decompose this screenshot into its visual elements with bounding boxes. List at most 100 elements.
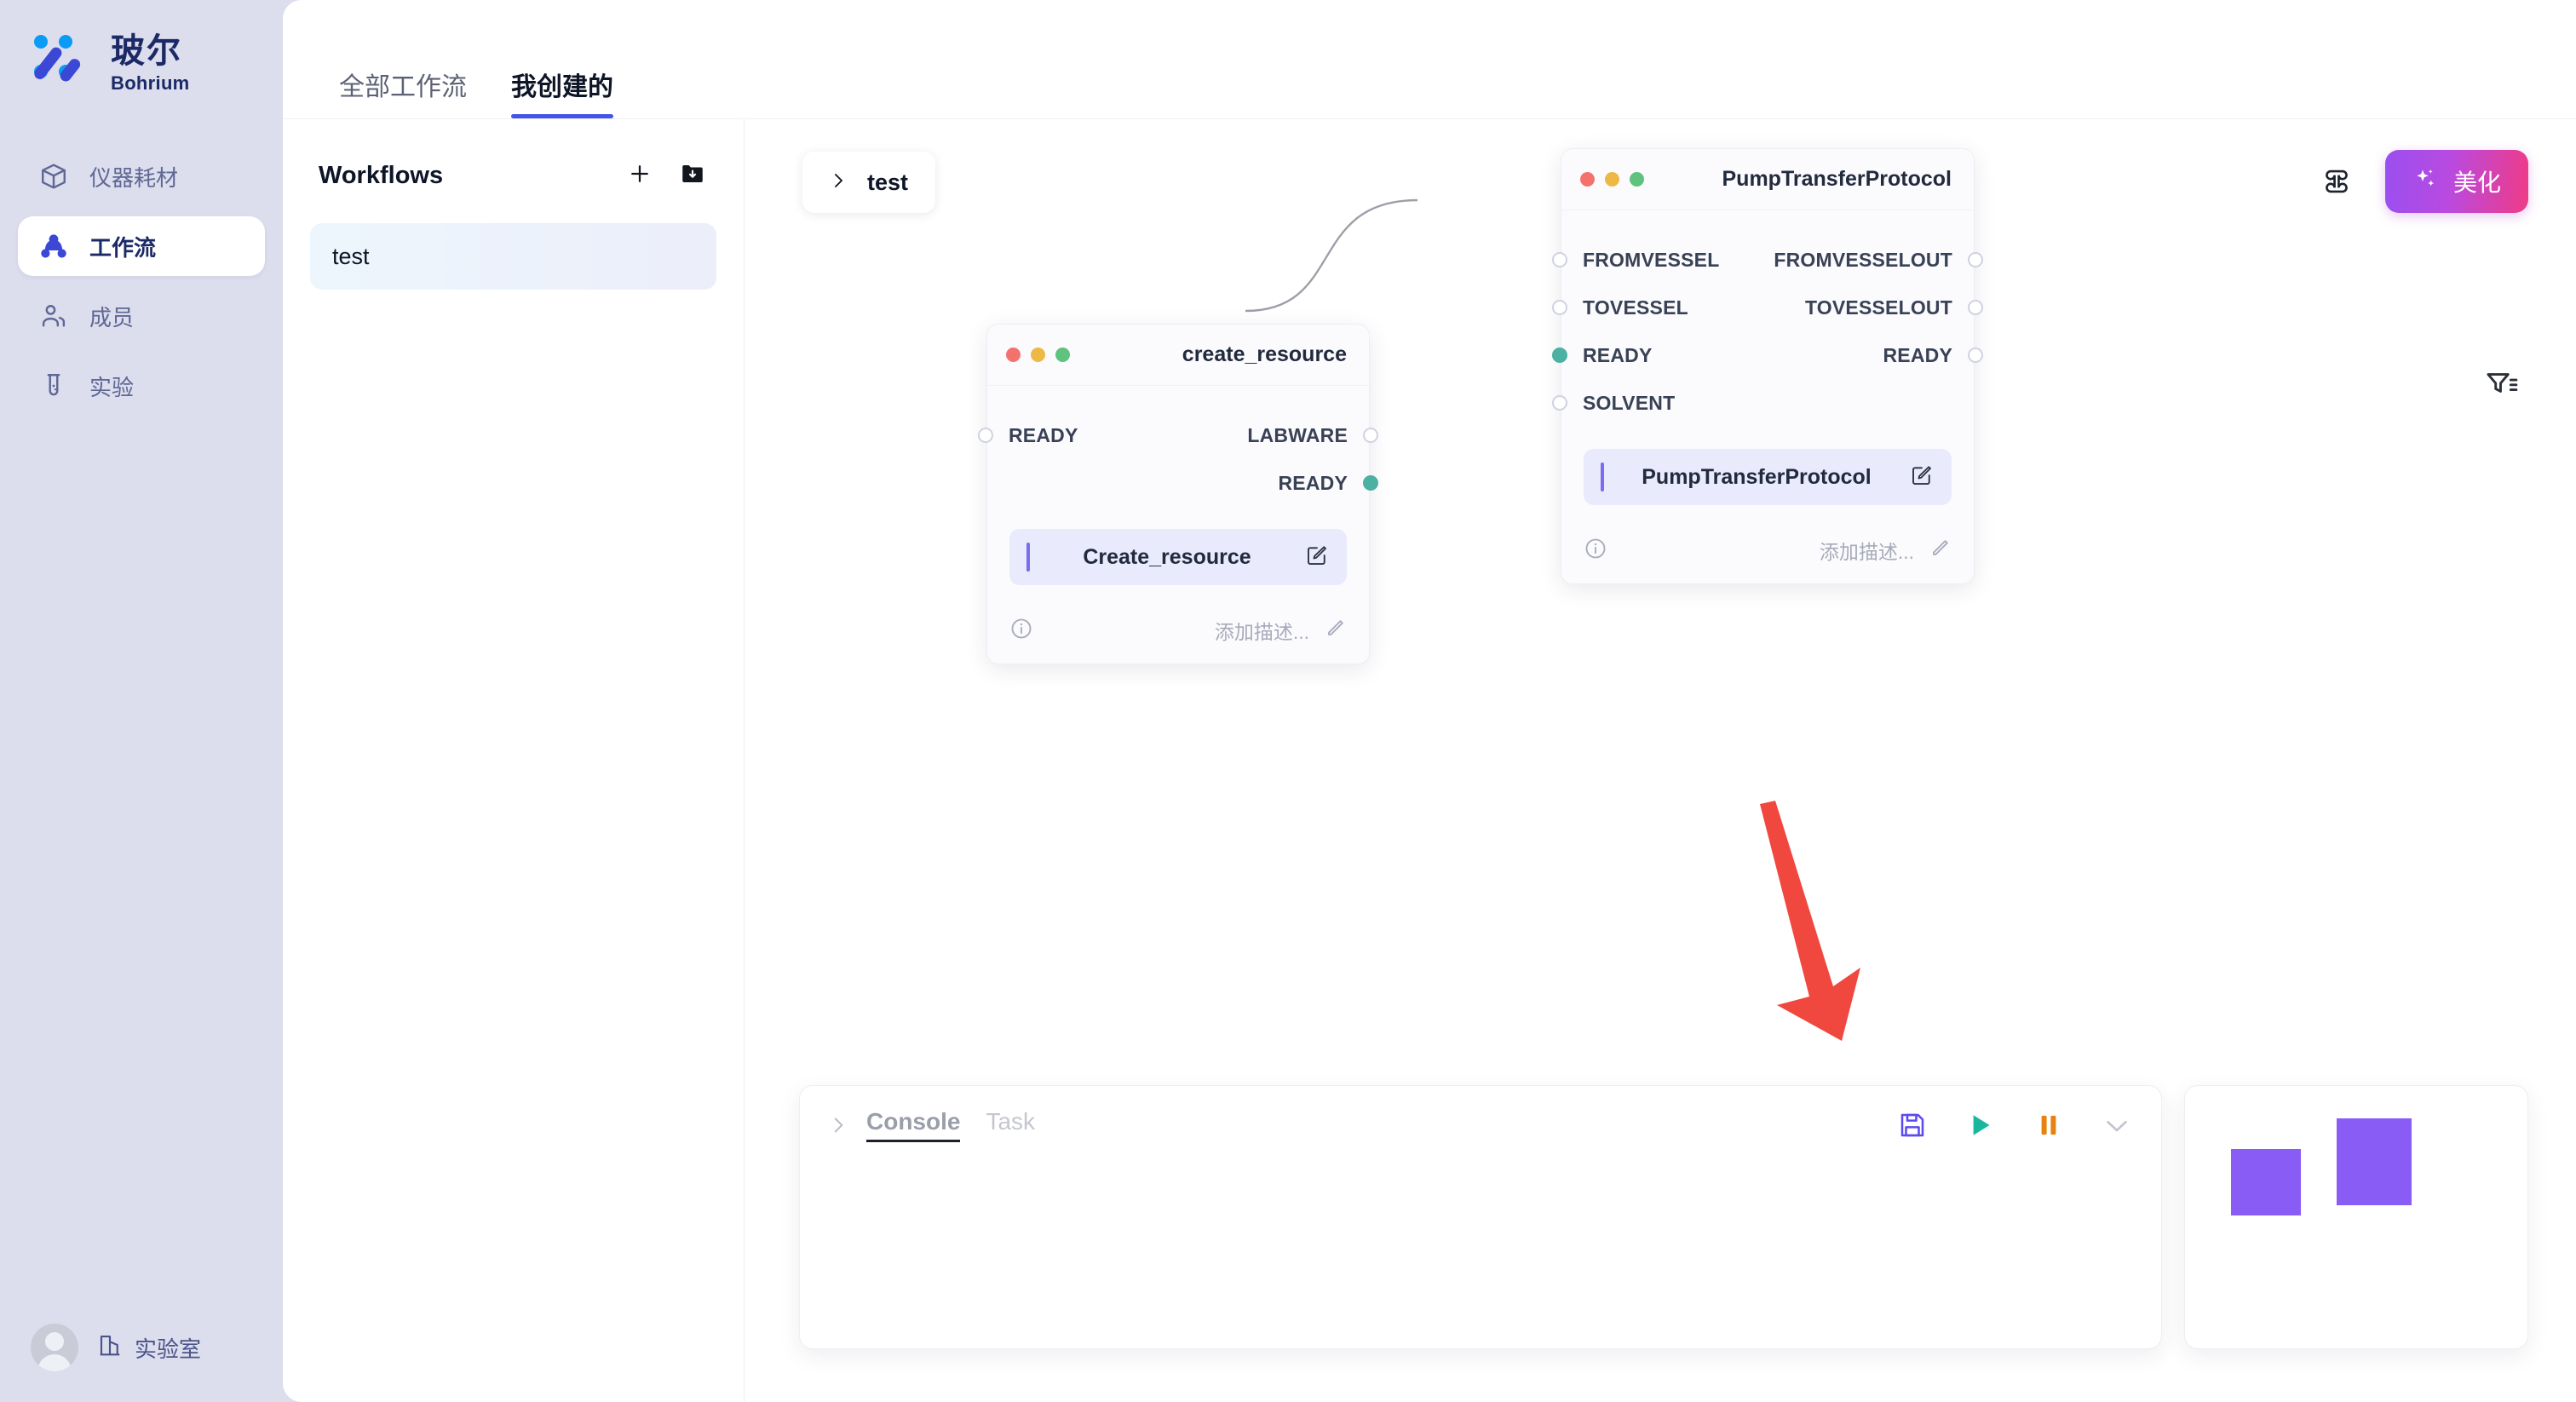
chevron-down-icon[interactable] — [2102, 1110, 2132, 1141]
console-tabs: Console Task — [866, 1108, 1035, 1142]
port-handle-icon[interactable] — [1552, 300, 1567, 315]
port-label: TOVESSEL — [1583, 296, 1688, 319]
port-handle-icon[interactable] — [1363, 475, 1378, 491]
pause-icon[interactable] — [2033, 1110, 2064, 1141]
maximize-dot-icon[interactable] — [1055, 348, 1070, 362]
edit-square-icon[interactable] — [1909, 463, 1935, 492]
chevron-right-icon[interactable] — [824, 1114, 853, 1136]
play-icon[interactable] — [1965, 1110, 1996, 1141]
minimize-dot-icon[interactable] — [1031, 348, 1045, 362]
node-header[interactable]: create_resource — [987, 325, 1369, 386]
beautify-button[interactable]: 美化 — [2384, 150, 2528, 213]
port-input[interactable]: READY — [1552, 344, 1653, 367]
description-placeholder: 添加描述... — [1214, 621, 1309, 643]
sidebar-item-workflow[interactable]: 工作流 — [18, 216, 265, 276]
minimap-panel[interactable] — [2184, 1085, 2528, 1349]
command-grid-icon[interactable] — [2317, 162, 2356, 201]
import-workflow-button[interactable] — [669, 152, 716, 199]
port-output[interactable]: TOVESSELOUT — [1804, 296, 1983, 319]
port-handle-icon[interactable] — [1968, 252, 1983, 267]
port-output[interactable]: FROMVESSELOUT — [1774, 248, 1983, 272]
port-row: SOLVENT — [1552, 379, 1974, 427]
breadcrumb-label: test — [867, 169, 909, 195]
node-header[interactable]: PumpTransferProtocol — [1561, 149, 1974, 210]
minimap-node-box[interactable] — [2337, 1118, 2412, 1205]
workflow-tabs: 全部工作流 我创建的 — [283, 0, 2576, 119]
port-input[interactable]: SOLVENT — [1552, 392, 1675, 415]
save-icon[interactable] — [1897, 1110, 1928, 1141]
port-row: READY — [987, 459, 1378, 507]
port-output[interactable]: LABWARE — [1247, 424, 1378, 447]
minimize-dot-icon[interactable] — [1605, 172, 1619, 187]
workflow-list-actions — [616, 152, 716, 199]
port-row: READY LABWARE — [978, 411, 1378, 459]
port-input[interactable]: TOVESSEL — [1552, 296, 1688, 319]
sidebar-item-label: 实验 — [89, 374, 135, 400]
port-output[interactable]: READY — [1278, 471, 1378, 495]
workflow-canvas[interactable]: test — [745, 119, 2576, 1402]
port-handle-icon[interactable] — [1552, 348, 1567, 363]
port-label: FROMVESSELOUT — [1774, 248, 1952, 271]
port-handle-icon[interactable] — [1968, 348, 1983, 363]
node-pump-transfer-protocol[interactable]: PumpTransferProtocol FROMVESSEL FROMVESS… — [1552, 148, 1983, 584]
protocol-pill[interactable]: Create_resource — [1009, 529, 1347, 585]
lab-switcher[interactable]: 实验室 — [97, 1332, 201, 1364]
console-panel[interactable]: Console Task — [799, 1085, 2162, 1349]
protocol-pill[interactable]: PumpTransferProtocol — [1584, 449, 1952, 505]
minimap-node-box[interactable] — [2231, 1149, 2301, 1215]
canvas-toolbar: 美化 — [2317, 150, 2528, 213]
brand[interactable]: 玻尔 Bohrium — [0, 0, 283, 95]
port-label: TOVESSELOUT — [1804, 296, 1952, 319]
port-input[interactable]: READY — [978, 424, 1078, 447]
red-arrow-icon — [1760, 801, 1860, 1041]
window-dots — [1006, 348, 1070, 362]
port-handle-icon[interactable] — [1968, 300, 1983, 315]
sidebar-item-instruments[interactable]: 仪器耗材 — [18, 147, 265, 206]
chevron-right-icon — [828, 170, 848, 195]
info-circle-icon[interactable] — [1584, 537, 1607, 565]
port-handle-icon[interactable] — [1363, 428, 1378, 443]
add-workflow-button[interactable] — [616, 152, 664, 199]
pencil-icon[interactable] — [1928, 537, 1952, 565]
port-row: FROMVESSEL FROMVESSELOUT — [1552, 236, 1983, 284]
filter-icon[interactable] — [2482, 366, 2523, 407]
tab-task[interactable]: Task — [986, 1108, 1036, 1135]
port-input[interactable]: FROMVESSEL — [1552, 249, 1719, 272]
sidebar-item-experiment[interactable]: 实验 — [18, 356, 265, 416]
port-handle-icon[interactable] — [1552, 395, 1567, 411]
console-header: Console Task — [824, 1108, 2132, 1142]
info-circle-icon[interactable] — [1009, 617, 1033, 645]
tab-all-workflows[interactable]: 全部工作流 — [339, 73, 467, 101]
protocol-accent-bar — [1601, 463, 1604, 491]
maximize-dot-icon[interactable] — [1630, 172, 1644, 187]
port-output[interactable]: READY — [1883, 344, 1983, 367]
tab-my-created[interactable]: 我创建的 — [511, 66, 613, 118]
plus-icon — [627, 161, 653, 191]
tab-console[interactable]: Console — [866, 1108, 961, 1142]
node-title: create_resource — [1182, 342, 1347, 366]
node-description[interactable]: 添加描述... — [1820, 536, 1952, 565]
port-label: READY — [1278, 471, 1348, 494]
box-icon — [38, 161, 69, 192]
port-handle-icon[interactable] — [978, 428, 993, 443]
port-handle-icon[interactable] — [1552, 252, 1567, 267]
sidebar-item-label: 工作流 — [89, 234, 157, 261]
workflow-list-item[interactable]: test — [310, 223, 716, 290]
port-row: READY READY — [1552, 331, 1983, 379]
user-avatar-icon[interactable] — [31, 1324, 78, 1371]
node-description[interactable]: 添加描述... — [1215, 616, 1347, 645]
breadcrumb[interactable]: test — [802, 152, 935, 213]
workflow-list-panel: Workflows — [283, 119, 745, 1402]
close-dot-icon[interactable] — [1580, 172, 1595, 187]
console-toolbar — [1897, 1110, 2132, 1141]
lab-label: 实验室 — [135, 1336, 202, 1362]
close-dot-icon[interactable] — [1006, 348, 1021, 362]
pencil-icon[interactable] — [1323, 617, 1347, 645]
description-placeholder: 添加描述... — [1819, 541, 1914, 563]
protocol-label: Create_resource — [1083, 544, 1251, 569]
brand-name-en: Bohrium — [111, 72, 190, 94]
sidebar-item-members[interactable]: 成员 — [18, 286, 265, 346]
edit-square-icon[interactable] — [1304, 543, 1330, 572]
node-create-resource[interactable]: create_resource READY LABWARE — [978, 324, 1378, 664]
